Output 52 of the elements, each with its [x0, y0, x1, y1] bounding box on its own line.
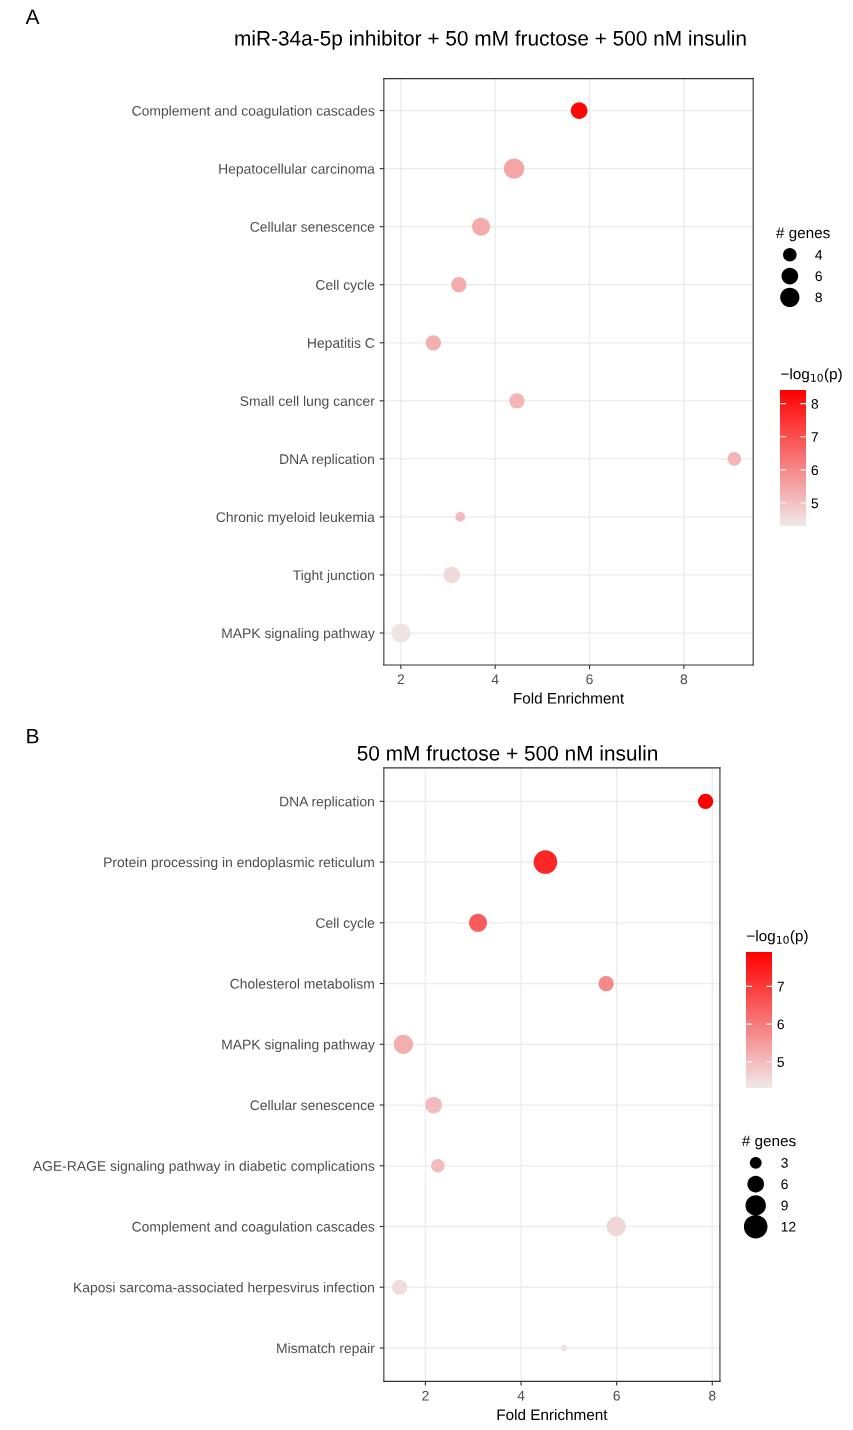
x-tick-label: 2: [397, 674, 404, 685]
color-bar-label: 5: [777, 1057, 784, 1067]
x-tick-label: 4: [491, 674, 499, 685]
y-tick-label: Cell cycle: [316, 279, 375, 293]
text: B: [27, 728, 39, 744]
y-tick-label: Kaposi sarcoma-associated herpesvirus infection: [74, 1282, 374, 1296]
color-bar-label: 5: [811, 498, 819, 509]
x-tick-label: 4: [517, 1390, 525, 1401]
legend-label: 12: [781, 1221, 796, 1232]
legend-title: # genes: [776, 227, 830, 242]
y-tick-label: Protein processing in endoplasmic reticulum: [104, 857, 374, 870]
color-bar-label: 6: [811, 465, 819, 476]
y-tick-label: DNA replication: [280, 796, 374, 810]
x-tick-label: 8: [709, 1390, 716, 1401]
y-tick-label: MAPK signaling pathway: [222, 1039, 375, 1053]
color-bar-label: 8: [811, 398, 819, 409]
y-tick-label: Cell cycle: [316, 917, 375, 931]
y-tick-label: Hepatitis C: [308, 337, 375, 351]
legend-label: 4: [815, 250, 823, 260]
x-tick-label: 8: [680, 674, 688, 685]
chart-title: miR-34a-5p inhibitor + 50 mM fructose + 500 nM insulin: [235, 30, 746, 50]
y-tick-label: Chronic myeloid leukemia: [216, 511, 375, 525]
y-tick-label: Mismatch repair: [277, 1342, 375, 1356]
color-bar-label: 6: [777, 1019, 784, 1030]
legend-label: 9: [781, 1200, 788, 1211]
legend-label: 3: [781, 1157, 788, 1168]
legend-label: 6: [815, 271, 822, 282]
y-tick-label: AGE-RAGE signaling pathway in diabetic complications: [32, 1160, 375, 1174]
color-bar-title: −log$_{10}$(p): [781, 368, 842, 383]
y-tick-label: Complement and coagulation cascades: [132, 105, 375, 119]
color-bar-label: 7: [777, 981, 784, 992]
y-tick-label: Small cell lung cancer: [240, 395, 375, 409]
color-bar-title: −log$_{10}$(p): [747, 930, 808, 945]
legend-label: 6: [781, 1179, 788, 1190]
chart-title: 50 mM fructose + 500 nM insulin: [357, 745, 658, 761]
text: A: [25, 9, 40, 24]
x-tick-label: 6: [586, 674, 593, 685]
y-tick-label: Cholesterol metabolism: [230, 978, 374, 989]
y-tick-label: DNA replication: [280, 453, 374, 467]
y-tick-label: MAPK signaling pathway: [222, 627, 375, 641]
x-tick-label: 6: [613, 1390, 620, 1401]
color-bar-label: 7: [811, 432, 818, 442]
y-tick-label: Complement and coagulation cascades: [132, 1221, 375, 1235]
y-tick-label: Hepatocellular carcinoma: [219, 163, 375, 177]
legend-label: 8: [815, 292, 822, 303]
y-tick-label: Tight junction: [293, 569, 374, 583]
x-axis-title: Fold Enrichment: [497, 1408, 608, 1421]
x-tick-label: 2: [422, 1390, 429, 1401]
legend-title: # genes: [741, 1135, 796, 1150]
y-tick-label: Cellular senescence: [250, 1099, 375, 1111]
y-tick-label: Cellular senescence: [250, 221, 375, 232]
x-axis-title: Fold Enrichment: [514, 692, 625, 704]
